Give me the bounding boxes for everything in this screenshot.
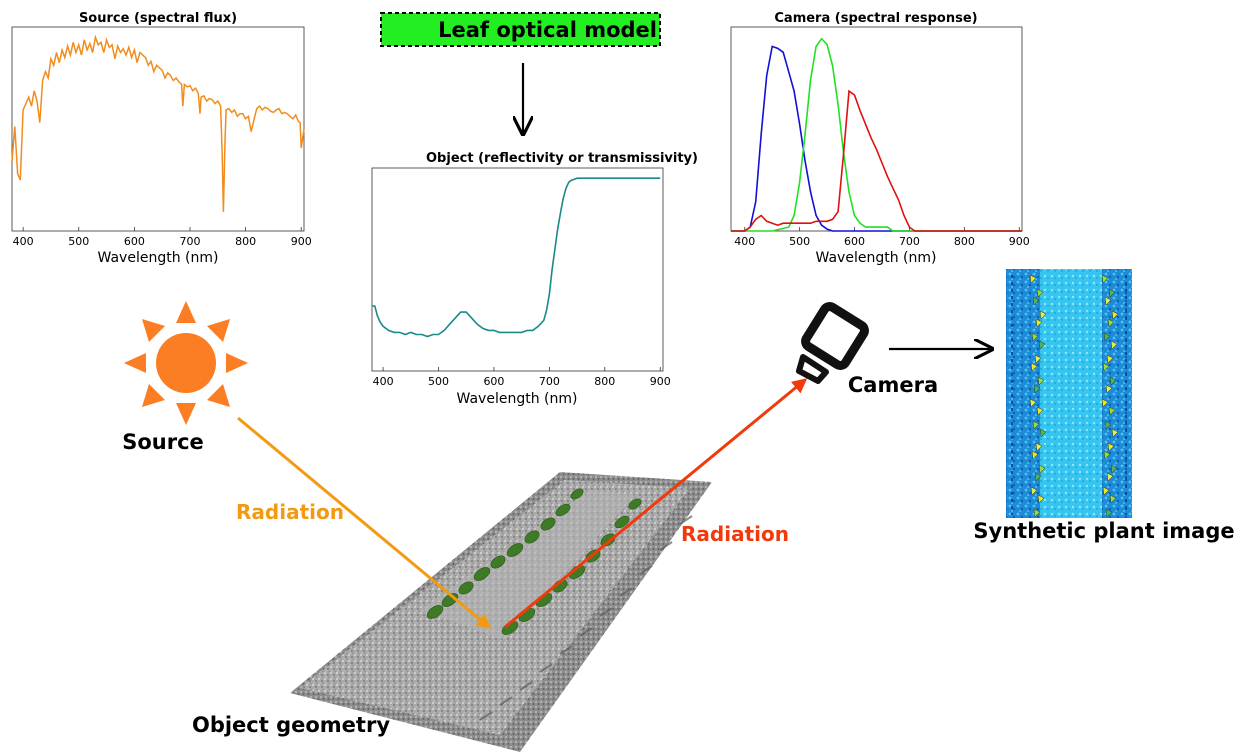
x-tick-label: 400 bbox=[373, 375, 394, 388]
object-chart-x-ticks: 400 500 600 700 800 900 bbox=[373, 367, 671, 388]
camera-chart: Camera (spectral response) 400 500 600 700 8… bbox=[730, 11, 1030, 266]
camera-green-response-line bbox=[731, 37, 1022, 232]
sun-icon bbox=[124, 301, 248, 425]
synthetic-leaf bbox=[1029, 398, 1037, 408]
x-tick-label: 900 bbox=[650, 375, 671, 388]
synthetic-leaf bbox=[1107, 318, 1115, 328]
leaf-model-box-bg bbox=[380, 12, 661, 47]
synthetic-leaf bbox=[1036, 406, 1044, 416]
synthetic-leaf bbox=[1033, 508, 1041, 518]
camera-response-lines bbox=[731, 37, 1022, 232]
camera-chart-title: Camera (spectral response) bbox=[774, 11, 977, 26]
synthetic-leaf bbox=[1111, 310, 1119, 320]
synthetic-leaf bbox=[1103, 332, 1111, 342]
synthetic-leaf bbox=[1037, 376, 1045, 386]
object-geometry-label: Object geometry bbox=[192, 713, 390, 737]
synthetic-leaf bbox=[1111, 428, 1119, 438]
synthetic-leaf bbox=[1038, 340, 1046, 350]
synthetic-leaf bbox=[1102, 486, 1110, 496]
synthetic-leaf bbox=[1102, 362, 1110, 372]
object-reflectivity-line bbox=[372, 177, 661, 338]
x-tick-label: 600 bbox=[844, 235, 865, 248]
x-tick-label: 900 bbox=[1009, 235, 1030, 248]
object-chart-title: Object (reflectivity or transmissivity) bbox=[426, 151, 698, 166]
source-label: Source bbox=[122, 430, 204, 454]
source-flux-line bbox=[11, 34, 305, 212]
x-tick-label: 800 bbox=[235, 235, 256, 248]
camera-label: Camera bbox=[848, 373, 938, 397]
synthetic-leaf bbox=[1037, 494, 1045, 504]
camera-chart-xlabel: Wavelength (nm) bbox=[816, 250, 937, 266]
x-tick-label: 600 bbox=[483, 375, 504, 388]
synthetic-leaf bbox=[1103, 450, 1111, 460]
radiation-outgoing-label: Radiation bbox=[681, 522, 789, 546]
object-chart-frame bbox=[371, 167, 664, 372]
synthetic-leaf bbox=[1029, 274, 1037, 284]
synthetic-leaf bbox=[1108, 406, 1116, 416]
object-chart: Object (reflectivity or transmissivity) … bbox=[371, 151, 698, 407]
x-tick-label: 500 bbox=[68, 235, 89, 248]
camera-blue-response-line bbox=[731, 45, 1022, 232]
camera-chart-x-ticks: 400 500 600 700 800 900 bbox=[734, 227, 1030, 248]
synthetic-leaf bbox=[1104, 296, 1112, 306]
synthetic-leaf bbox=[1036, 288, 1044, 298]
synthetic-leaf bbox=[1104, 420, 1112, 430]
synthetic-leaf bbox=[1038, 464, 1046, 474]
camera-chart-frame bbox=[730, 26, 1023, 232]
synthetic-leaf bbox=[1109, 494, 1117, 504]
source-chart-x-ticks: 400 500 600 700 800 900 bbox=[13, 227, 312, 248]
x-tick-label: 500 bbox=[428, 375, 449, 388]
x-tick-label: 800 bbox=[594, 375, 615, 388]
radiation-incoming-label: Radiation bbox=[236, 500, 344, 524]
camera-icon bbox=[796, 302, 869, 384]
x-tick-label: 600 bbox=[124, 235, 145, 248]
radiation-outgoing-arrow bbox=[504, 378, 808, 629]
synthetic-leaf bbox=[1030, 362, 1038, 372]
x-tick-label: 400 bbox=[13, 235, 34, 248]
source-chart-xlabel: Wavelength (nm) bbox=[98, 250, 219, 266]
camera-red-response-line bbox=[731, 89, 1022, 232]
leaf-model-label: Leaf optical model bbox=[438, 18, 657, 42]
leaf-optical-model-box: Leaf optical model bbox=[380, 12, 661, 47]
synthetic-image-label: Synthetic plant image bbox=[973, 519, 1234, 543]
synthetic-leaf bbox=[1033, 384, 1041, 394]
synthetic-leaf bbox=[1106, 354, 1114, 364]
x-tick-label: 700 bbox=[539, 375, 560, 388]
synthetic-leaf bbox=[1109, 376, 1117, 386]
synthetic-leaf bbox=[1031, 332, 1039, 342]
radiation-incoming-arrow bbox=[237, 416, 492, 629]
x-tick-label: 700 bbox=[899, 235, 920, 248]
synthetic-leaf bbox=[1107, 442, 1115, 452]
synthetic-leaf bbox=[1030, 486, 1038, 496]
x-tick-label: 700 bbox=[179, 235, 200, 248]
synthetic-leaf bbox=[1106, 472, 1114, 482]
x-tick-label: 800 bbox=[954, 235, 975, 248]
synthetic-leaf bbox=[1110, 464, 1118, 474]
synthetic-plant-image bbox=[1006, 269, 1132, 518]
source-chart-title: Source (spectral flux) bbox=[79, 11, 237, 26]
synthetic-leaf bbox=[1101, 398, 1109, 408]
synthetic-leaf bbox=[1101, 274, 1109, 284]
synthetic-leaf bbox=[1035, 442, 1043, 452]
source-chart: Source (spectral flux) 400 500 600 700 800 90… bbox=[11, 11, 312, 266]
synthetic-leaf bbox=[1034, 354, 1042, 364]
synthetic-leaf bbox=[1110, 340, 1118, 350]
synthetic-leaf bbox=[1039, 310, 1047, 320]
synthetic-leaf bbox=[1031, 450, 1039, 460]
synthetic-leaf bbox=[1105, 508, 1113, 518]
object-chart-xlabel: Wavelength (nm) bbox=[457, 391, 578, 407]
x-tick-label: 900 bbox=[291, 235, 312, 248]
synthetic-leaf bbox=[1108, 288, 1116, 298]
synthetic-leaf bbox=[1039, 428, 1047, 438]
synthetic-leaf bbox=[1035, 318, 1043, 328]
x-tick-label: 400 bbox=[734, 235, 755, 248]
synthetic-leaf bbox=[1034, 472, 1042, 482]
x-tick-label: 500 bbox=[789, 235, 810, 248]
synthetic-leaf bbox=[1032, 420, 1040, 430]
synthetic-leaf bbox=[1105, 384, 1113, 394]
synthetic-leaf bbox=[1032, 296, 1040, 306]
